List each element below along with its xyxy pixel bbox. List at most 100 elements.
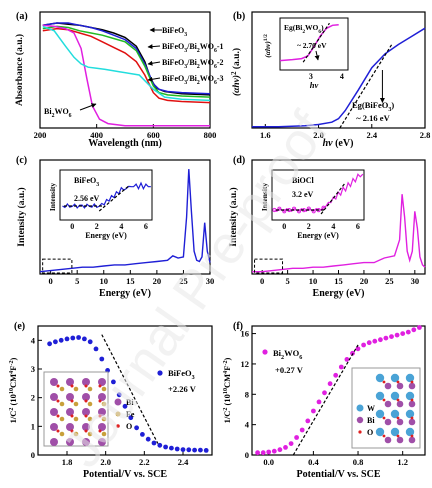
panel-label: (d) <box>233 155 245 166</box>
inset-marker <box>277 206 282 211</box>
inset-tangent <box>302 22 330 63</box>
data-point <box>255 450 260 456</box>
x-tick-label: 2.2 <box>139 457 150 467</box>
atom-w <box>390 427 400 437</box>
atom-o <box>396 416 400 420</box>
legend-label: BiFeO3 <box>168 368 195 381</box>
atom-w <box>375 391 385 401</box>
atom-bi <box>50 393 58 401</box>
data-point <box>260 450 266 456</box>
atom-o <box>98 414 102 418</box>
x-axis-label: Potential/V vs. SCE <box>83 469 167 480</box>
data-point <box>116 392 122 398</box>
atom-bi <box>384 382 392 390</box>
atom-w <box>390 391 400 401</box>
data-point <box>53 339 58 345</box>
y-tick-label: 4 <box>31 335 36 345</box>
y-axis-label: Intensity (a.u.) <box>16 187 27 246</box>
plot-frame <box>37 325 213 456</box>
annotation-value: ~ 2.16 eV <box>356 113 390 123</box>
data-point <box>99 356 105 362</box>
atom-bi <box>66 393 74 401</box>
atom-bi <box>98 423 106 431</box>
plot-frame <box>39 159 211 275</box>
inset-arrow <box>314 50 320 61</box>
inset-x-tick-label: 2 <box>307 222 311 231</box>
atom-o <box>98 399 102 403</box>
atom-fe <box>101 386 107 392</box>
tangent-line <box>101 334 159 444</box>
inset-x-tick-label: 6 <box>356 222 360 231</box>
atom-fe <box>87 401 93 407</box>
inset-legend-marker <box>358 430 362 434</box>
atom-w <box>390 373 400 383</box>
inset-y-label: Intensity <box>48 183 57 212</box>
data-point <box>389 334 394 339</box>
atom-o <box>410 380 414 384</box>
atom-bi <box>396 400 404 408</box>
y-tick-label: 12 <box>241 359 250 369</box>
x-tick-label: 2.0 <box>313 130 324 140</box>
data-point <box>405 329 411 335</box>
x-tick-label: 400 <box>90 130 103 140</box>
inset-y-label: (αhv)1/2 <box>263 34 272 58</box>
inset-x-label: hv <box>310 80 319 90</box>
atom-fe <box>87 431 93 437</box>
data-point <box>151 440 157 446</box>
inset-x-tick-label: 0 <box>282 222 286 231</box>
atom-fe <box>73 416 79 422</box>
y-axis-label: (αhv)2 (a.u.) <box>231 48 243 96</box>
inset-annotation-label: Eg(Bi2WO6) <box>284 23 324 35</box>
x-tick-label: 25 <box>385 276 394 286</box>
inset-frame <box>279 17 349 71</box>
atom-bi <box>82 438 90 446</box>
inset-x-tick-label: 6 <box>144 222 148 231</box>
inset-marker <box>321 205 326 210</box>
x-tick-label: 30 <box>411 276 420 286</box>
data-point <box>344 357 350 362</box>
inset-marker <box>282 209 287 214</box>
atom-bi <box>82 408 90 416</box>
y-tick-label: 16 <box>241 329 250 339</box>
atom-o <box>84 414 88 418</box>
series-line <box>252 194 426 273</box>
x-tick-label: 30 <box>206 276 215 286</box>
inset-x-tick-label: 2 <box>95 222 99 231</box>
data-point <box>157 442 163 448</box>
plot-frame <box>251 325 426 456</box>
inset-legend-label: Bi <box>126 398 134 407</box>
atom-bi <box>408 400 416 408</box>
atom-o <box>70 429 74 433</box>
atom-o <box>396 398 400 402</box>
atom-bi <box>50 423 58 431</box>
x-tick-label: 20 <box>360 276 369 286</box>
y-axis-label: Intensity (a.u.) <box>228 187 239 246</box>
inset-x-tick-label: 4 <box>119 222 123 231</box>
data-point <box>186 447 192 453</box>
inset: 0 2 4 6 Energy (eV) Intensity BiOCl 3.2 eV <box>260 169 365 240</box>
series-line-2 <box>42 25 211 98</box>
series-line <box>39 169 211 273</box>
inset-x-label: Energy (eV) <box>297 231 339 240</box>
atom-o <box>70 414 74 418</box>
atom-bi <box>98 378 106 386</box>
atom-w <box>405 391 415 401</box>
legend-marker <box>157 370 163 376</box>
x-tick-label: 10 <box>100 276 109 286</box>
inset-legend-marker <box>356 404 364 412</box>
data-point <box>180 447 186 452</box>
x-axis-label: Energy (eV) <box>313 288 365 299</box>
x-tick-label: 0.4 <box>308 457 319 467</box>
tangent-line <box>292 344 359 456</box>
data-point <box>322 390 327 396</box>
atom-o <box>56 429 60 433</box>
x-tick-label: 15 <box>126 276 135 286</box>
atom-o <box>70 399 74 403</box>
panel-d: 0 5 10 15 20 25 30(d)Energy (eV)Intensity (a.u… <box>228 155 426 299</box>
data-point <box>294 435 299 440</box>
legend-arrow <box>147 76 161 82</box>
x-tick-label: 10 <box>309 276 318 286</box>
legend-arrow <box>79 103 97 111</box>
data-point <box>411 327 417 333</box>
